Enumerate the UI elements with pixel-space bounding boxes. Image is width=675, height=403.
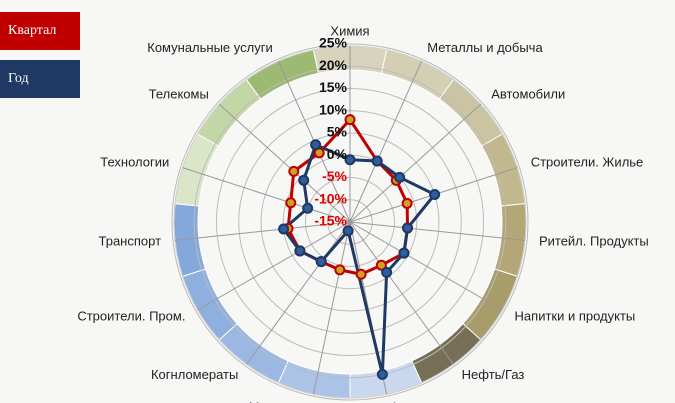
y-tick-label: 15%: [319, 79, 348, 95]
y-tick-label: 20%: [319, 57, 348, 73]
spoke: [174, 221, 351, 241]
category-label: Финансы: [390, 399, 445, 403]
spoke: [218, 103, 351, 223]
legend-item[interactable]: Квартал: [0, 12, 80, 50]
series-marker: [375, 259, 387, 271]
series-marker: [381, 266, 393, 278]
spoke: [349, 61, 423, 223]
y-tick-label: -10%: [314, 190, 347, 206]
series-marker: [302, 202, 314, 214]
y-tick-label: -5%: [322, 168, 347, 184]
series-marker: [371, 155, 383, 167]
series-marker: [398, 247, 410, 259]
category-label: Строители. Жилье: [531, 155, 644, 170]
spoke: [349, 221, 454, 365]
series-marker: [310, 139, 322, 151]
legend-box: [0, 12, 80, 50]
series-marker: [394, 171, 406, 183]
category-label: Металлы и добыча: [427, 40, 543, 55]
category-label: Когнломераты: [151, 367, 238, 382]
y-tick-label: 5%: [327, 124, 348, 140]
spoke: [349, 221, 503, 311]
series-marker: [298, 174, 310, 186]
series-marker: [334, 264, 346, 276]
series-marker: [294, 245, 306, 257]
series-marker: [278, 223, 290, 235]
category-label: Строители. Пром.: [77, 308, 185, 323]
series-marker: [315, 256, 327, 268]
legend-label: Год: [8, 71, 29, 86]
series-line: [282, 143, 437, 376]
series-marker: [355, 268, 367, 280]
y-tick-label: 10%: [319, 101, 348, 117]
legend-box: [0, 60, 80, 98]
category-label: Транспорт: [99, 233, 162, 248]
spoke: [182, 167, 351, 223]
y-tick-label: -15%: [314, 213, 347, 229]
legend: Квартал Год: [0, 12, 80, 98]
category-label: Напитки и продукты: [515, 308, 636, 323]
spoke: [246, 221, 351, 365]
series-marker: [288, 165, 300, 177]
series-marker: [344, 114, 356, 126]
legend-item[interactable]: Год: [0, 60, 80, 98]
spoke: [349, 103, 482, 223]
spoke: [312, 221, 351, 395]
spoke: [349, 221, 526, 241]
category-label: Комунальные услуги: [147, 40, 272, 55]
category-label: Химия: [330, 23, 369, 38]
series-marker: [342, 225, 354, 237]
legend-label: Квартал: [8, 23, 56, 38]
category-label: Телекомы: [149, 86, 209, 101]
grid-ring: [171, 43, 529, 401]
category-label: Автомобили: [491, 86, 565, 101]
spoke: [197, 221, 351, 311]
series-marker: [401, 197, 413, 209]
series-marker: [376, 368, 388, 380]
y-tick-label: 25%: [319, 35, 348, 51]
series-marker: [402, 222, 414, 234]
series-marker: [344, 154, 356, 166]
category-label: Медицина: [249, 399, 312, 403]
category-label: Ритейл. Продукты: [539, 233, 649, 248]
series-marker: [429, 188, 441, 200]
category-label: Технологии: [100, 155, 169, 170]
y-tick-label: 0%: [327, 146, 348, 162]
series-marker: [285, 197, 297, 209]
category-label: Нефть/Газ: [462, 367, 525, 382]
series-line: [286, 118, 410, 276]
